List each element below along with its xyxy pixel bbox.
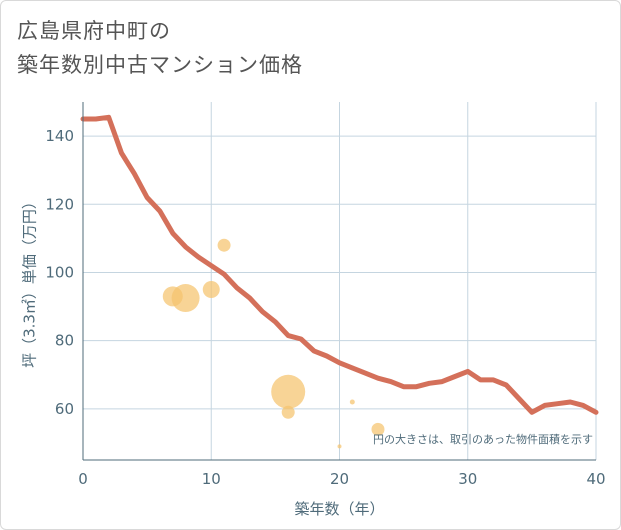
y-tick-label-140: 140 [45,127,74,145]
x-tick-label-10: 10 [202,470,221,488]
trend-line [80,114,599,415]
y-tick-label-100: 100 [45,263,74,281]
bubble-1 [171,284,200,313]
y-tick-label-60: 60 [55,400,74,418]
x-tick-label-20: 20 [330,470,349,488]
trend-line-series [80,114,599,415]
bubble-series [162,238,385,449]
chart-title-line2: 築年数別中古マンション価格 [17,53,303,77]
y-tick-label-120: 120 [45,195,74,213]
bubble-8 [371,422,385,436]
x-axis-title: 築年数（年） [294,500,384,518]
bubble-3 [217,238,231,252]
bubble-4 [271,374,306,409]
chart-title: 広島県府中町の 築年数別中古マンション価格 [17,14,303,82]
bubble-5 [281,405,295,419]
y-tick-label-80: 80 [55,332,74,350]
x-tick-label-0: 0 [78,470,88,488]
grid-lines [83,102,597,460]
bubble-size-note: 円の大きさは、取引のあった物件面積を示す [373,432,593,446]
chart-title-line1: 広島県府中町の [17,19,171,43]
bubble-7 [349,399,355,405]
tick-labels: 0 10 20 30 40 60 80 100 120 140 [45,127,605,488]
x-tick-label-40: 40 [586,470,605,488]
bubble-2 [202,281,220,299]
y-axis-title: 坪（3.3㎡）単価（万円） [21,194,39,368]
bubble-6 [337,444,342,449]
x-tick-label-30: 30 [458,470,477,488]
axes [82,102,596,461]
